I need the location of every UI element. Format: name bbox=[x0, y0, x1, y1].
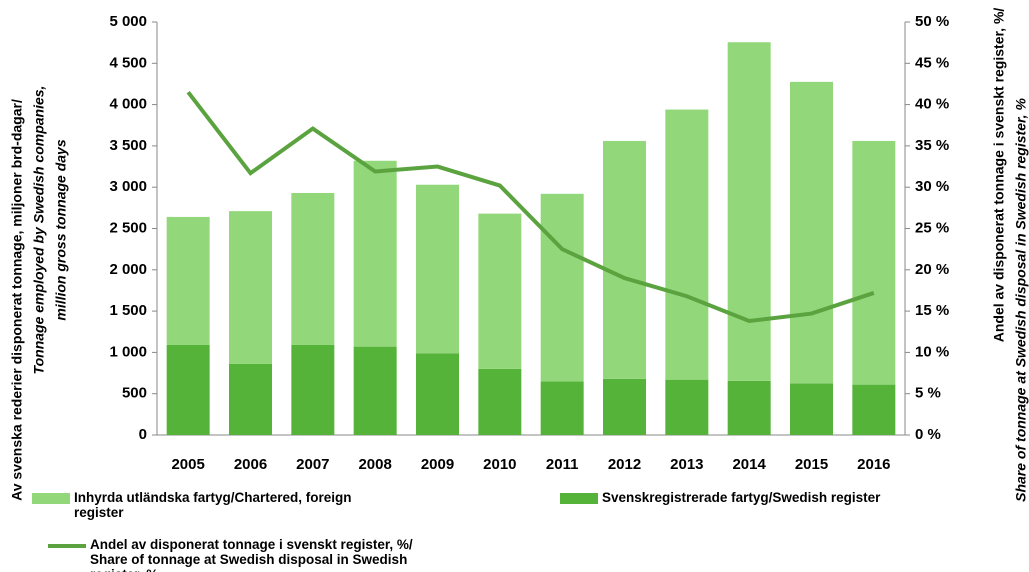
y-axis-label: million gross tonnage days bbox=[53, 139, 69, 320]
bar bbox=[603, 140, 646, 379]
legend-swatch bbox=[48, 544, 86, 548]
y-tick-label: 2 500 bbox=[109, 219, 147, 236]
x-tick-label: 2014 bbox=[732, 456, 766, 473]
bar bbox=[166, 344, 210, 435]
bar bbox=[790, 81, 833, 384]
y-tick-label: 500 bbox=[122, 385, 147, 402]
y2-tick-label: 45 % bbox=[915, 54, 949, 71]
y-tick-label: 0 bbox=[139, 426, 147, 443]
x-tick-label: 2008 bbox=[358, 456, 391, 473]
legend-swatch bbox=[32, 493, 70, 504]
x-tick-label: 2015 bbox=[795, 456, 828, 473]
legend-swatch bbox=[560, 493, 598, 504]
y-tick-label: 2 000 bbox=[109, 261, 147, 278]
x-tick-label: 2009 bbox=[421, 456, 454, 473]
x-tick-label: 2011 bbox=[546, 456, 579, 473]
y2-tick-label: 10 % bbox=[915, 343, 949, 360]
y-tick-label: 1 500 bbox=[109, 302, 147, 319]
bar bbox=[353, 346, 397, 435]
x-tick-label: 2010 bbox=[483, 456, 516, 473]
x-tick-label: 2012 bbox=[608, 456, 641, 473]
bar bbox=[291, 192, 335, 345]
y2-axis-label: Share of tonnage at Swedish disposal in … bbox=[1013, 98, 1029, 502]
bar bbox=[603, 378, 646, 435]
bar bbox=[166, 216, 210, 345]
legend-item: Svenskregistrerade fartyg/Swedish regist… bbox=[560, 490, 980, 505]
bar bbox=[291, 344, 335, 435]
y2-tick-label: 35 % bbox=[915, 137, 949, 154]
y2-tick-label: 50 % bbox=[915, 13, 949, 30]
legend-label: Andel av disponerat tonnage i svenskt re… bbox=[90, 537, 413, 572]
y2-tick-label: 25 % bbox=[915, 219, 949, 236]
bar bbox=[852, 140, 896, 385]
bar bbox=[229, 363, 272, 435]
y2-tick-label: 30 % bbox=[915, 178, 949, 195]
y2-axis-label: Andel av disponerat tonnage i svenskt re… bbox=[991, 8, 1007, 343]
y2-tick-label: 20 % bbox=[915, 261, 949, 278]
bar bbox=[353, 160, 397, 347]
legend-label: Inhyrda utländska fartyg/Chartered, fore… bbox=[74, 490, 352, 520]
y-axis-label: Tonnage employed by Swedish companies, bbox=[31, 86, 47, 375]
y-tick-label: 1 000 bbox=[109, 343, 147, 360]
y-tick-label: 5 000 bbox=[109, 13, 147, 30]
legend-item: Inhyrda utländska fartyg/Chartered, fore… bbox=[32, 490, 352, 520]
line-series bbox=[186, 90, 875, 324]
bar bbox=[790, 383, 833, 435]
legend-item: Andel av disponerat tonnage i svenskt re… bbox=[48, 537, 448, 572]
bar bbox=[852, 384, 896, 435]
bar bbox=[416, 184, 459, 354]
bar bbox=[229, 211, 272, 364]
bar bbox=[478, 368, 522, 435]
y-tick-label: 4 500 bbox=[109, 54, 147, 71]
y-tick-label: 4 000 bbox=[109, 96, 147, 113]
x-tick-label: 2005 bbox=[171, 456, 204, 473]
bar bbox=[478, 213, 522, 369]
y2-tick-label: 5 % bbox=[915, 385, 941, 402]
x-tick-label: 2006 bbox=[234, 456, 267, 473]
bar bbox=[540, 381, 584, 435]
x-tick-label: 2013 bbox=[670, 456, 703, 473]
legend-label: Svenskregistrerade fartyg/Swedish regist… bbox=[602, 490, 881, 505]
bar bbox=[416, 353, 459, 435]
x-tick-label: 2007 bbox=[296, 456, 329, 473]
y-tick-label: 3 500 bbox=[109, 137, 147, 154]
y2-tick-label: 15 % bbox=[915, 302, 949, 319]
y2-tick-label: 0 % bbox=[915, 426, 941, 443]
x-tick-label: 2016 bbox=[857, 456, 890, 473]
y-tick-label: 3 000 bbox=[109, 178, 147, 195]
bar bbox=[665, 379, 709, 435]
bar bbox=[727, 42, 771, 381]
y-axis-label: Av svenska rederier disponerat tonnage, … bbox=[9, 99, 25, 501]
bar bbox=[665, 109, 709, 380]
bar bbox=[727, 380, 771, 435]
bar bbox=[540, 193, 584, 382]
y2-tick-label: 40 % bbox=[915, 96, 949, 113]
